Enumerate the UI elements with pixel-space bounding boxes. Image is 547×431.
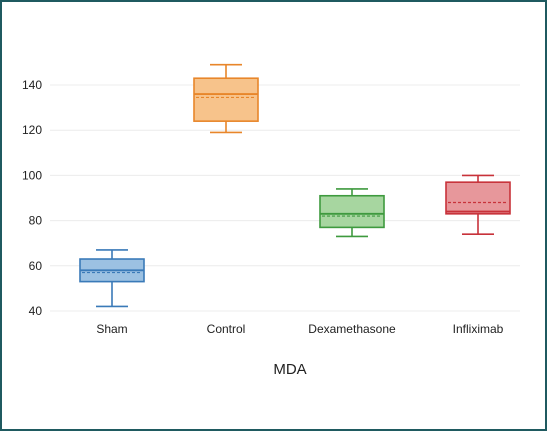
x-category-label-sham: Sham <box>96 322 127 336</box>
iqr-box-dexamethasone <box>319 194 385 229</box>
y-tick-label-120: 120 <box>22 123 42 137</box>
y-tick-label-80: 80 <box>29 214 43 228</box>
box-dexamethasone <box>319 188 385 238</box>
y-tick-label-100: 100 <box>22 168 42 182</box>
boxes-layer <box>79 63 511 308</box>
x-category-label-dexamethasone: Dexamethasone <box>308 322 396 336</box>
iqr-box-control <box>193 77 259 122</box>
y-tick-labels: 40 60 80 100 120 140 <box>22 78 42 318</box>
box-control <box>193 63 259 134</box>
y-tick-label-60: 60 <box>29 259 43 273</box>
x-category-labels: Sham Control Dexamethasone Infliximab <box>96 322 503 336</box>
box-sham <box>79 249 145 308</box>
y-tick-label-140: 140 <box>22 78 42 92</box>
box-infliximab <box>445 174 511 235</box>
x-category-label-infliximab: Infliximab <box>453 322 504 336</box>
iqr-box-infliximab <box>445 181 511 215</box>
y-tick-label-40: 40 <box>29 304 43 318</box>
x-axis-title: MDA <box>273 361 306 378</box>
x-category-label-control: Control <box>207 322 246 336</box>
